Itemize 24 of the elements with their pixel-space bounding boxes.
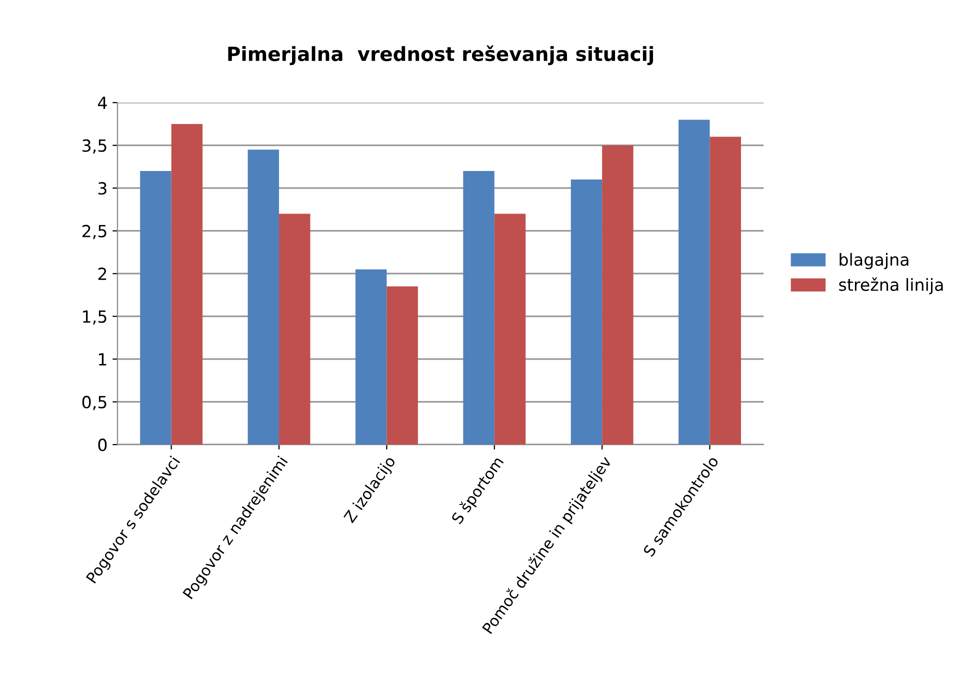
- bar: [171, 124, 203, 445]
- y-tick-label: 2: [98, 268, 106, 280]
- bar: [678, 120, 710, 445]
- y-tick-label: 0,5: [82, 396, 106, 410]
- legend-label: strežna linija: [839, 277, 943, 294]
- y-tick-label: 1: [98, 353, 106, 366]
- bar: [140, 171, 172, 445]
- legend-label: blagajna: [840, 252, 908, 270]
- bar: [570, 180, 602, 445]
- bar: [602, 145, 634, 445]
- bar: [279, 214, 310, 445]
- y-tick-label: 4: [98, 96, 107, 109]
- y-tick-label: 2,5: [82, 224, 106, 240]
- bar: [710, 136, 742, 445]
- bar: [386, 286, 418, 445]
- y-tick-label: 3,5: [82, 139, 106, 154]
- bar: [355, 269, 387, 445]
- y-tick-label: 3: [98, 182, 106, 195]
- y-tick-label: 0: [98, 438, 107, 452]
- bar: [494, 214, 526, 445]
- y-tick-label: 1,5: [83, 310, 106, 325]
- bar: [248, 150, 280, 445]
- bar: [463, 171, 494, 445]
- chart-title: Pimerjalna vrednost reševanja situacij: [228, 45, 654, 66]
